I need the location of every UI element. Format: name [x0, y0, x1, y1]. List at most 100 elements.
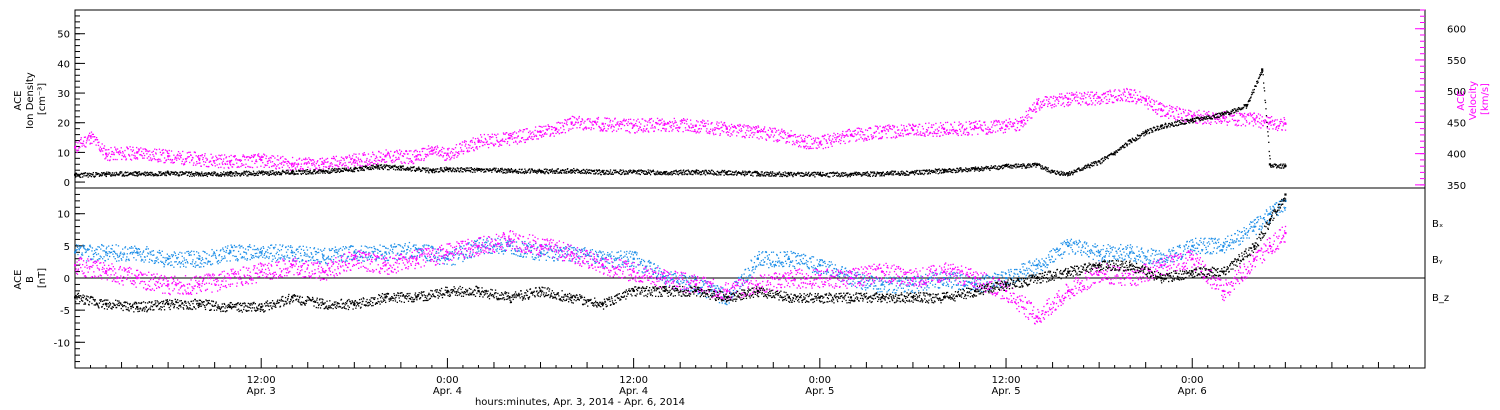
velocity-point	[1165, 115, 1167, 117]
velocity-point	[702, 125, 705, 128]
density-point	[1110, 153, 1112, 155]
density-point	[959, 169, 961, 172]
velocity-point	[838, 139, 841, 141]
density-point	[954, 171, 957, 174]
density-point	[611, 173, 613, 175]
density-point	[159, 174, 162, 177]
velocity-point	[669, 121, 672, 124]
density-point	[1126, 145, 1128, 147]
velocity-point	[625, 119, 628, 121]
velocity-point	[305, 163, 308, 165]
velocity-point	[539, 134, 541, 136]
density-point	[630, 169, 632, 172]
density-point	[574, 172, 576, 174]
density-point	[650, 170, 652, 172]
density-point	[996, 166, 999, 168]
velocity-point	[1064, 95, 1066, 97]
velocity-point	[1256, 116, 1258, 118]
density-point	[470, 171, 472, 173]
density-point	[966, 170, 969, 173]
velocity-point	[1081, 95, 1083, 97]
velocity-point	[603, 125, 605, 128]
velocity-point	[233, 156, 236, 158]
velocity-point	[311, 159, 314, 161]
density-point	[250, 172, 252, 174]
velocity-point	[922, 132, 924, 134]
velocity-point	[719, 134, 721, 137]
velocity-point	[1262, 124, 1264, 127]
velocity-point	[555, 127, 558, 130]
density-point	[561, 169, 564, 171]
density-point	[235, 171, 237, 173]
density-point	[350, 170, 352, 172]
density-point	[312, 170, 315, 172]
velocity-point	[1267, 122, 1269, 124]
velocity-point	[122, 152, 124, 154]
velocity-point	[735, 127, 737, 130]
velocity-point	[399, 152, 402, 154]
velocity-point	[729, 129, 731, 131]
velocity-point	[560, 127, 562, 129]
velocity-point	[1001, 121, 1003, 123]
velocity-point	[262, 156, 264, 158]
velocity-point	[736, 131, 738, 133]
velocity-point	[609, 121, 611, 123]
velocity-point	[780, 135, 782, 138]
velocity-point	[594, 121, 597, 124]
density-point	[894, 170, 897, 172]
velocity-point	[835, 138, 837, 141]
velocity-point	[1026, 119, 1029, 122]
density-point	[353, 170, 356, 173]
velocity-point	[1202, 114, 1204, 117]
velocity-point	[329, 165, 331, 167]
velocity-point	[1161, 115, 1163, 117]
velocity-point	[226, 163, 229, 165]
density-point	[309, 170, 311, 172]
density-point	[263, 171, 265, 173]
velocity-point	[307, 161, 310, 163]
density-point	[929, 170, 931, 172]
density-point	[742, 170, 744, 172]
velocity-point	[668, 130, 670, 133]
velocity-point	[661, 122, 663, 124]
velocity-point	[1067, 101, 1070, 103]
velocity-point	[865, 139, 867, 141]
density-point	[235, 173, 237, 175]
velocity-point	[703, 120, 705, 122]
density-point	[928, 171, 930, 174]
velocity-point	[78, 147, 80, 149]
velocity-point	[998, 120, 1000, 122]
velocity-point	[1204, 113, 1207, 115]
velocity-point	[1109, 91, 1112, 93]
velocity-point	[114, 158, 116, 161]
density-point	[689, 172, 691, 174]
density-point	[1012, 164, 1014, 167]
density-point	[755, 170, 757, 173]
velocity-point	[644, 119, 646, 122]
velocity-point	[369, 162, 371, 164]
density-point	[432, 169, 435, 172]
density-point	[150, 174, 152, 177]
velocity-point	[725, 125, 727, 128]
velocity-point	[387, 152, 390, 154]
density-point	[626, 173, 628, 175]
velocity-point	[463, 141, 466, 143]
velocity-point	[133, 154, 135, 157]
density-point	[180, 171, 182, 173]
density-point	[655, 173, 657, 175]
density-point	[858, 173, 860, 176]
velocity-point	[590, 129, 592, 131]
density-point	[695, 173, 697, 175]
density-point	[434, 170, 436, 172]
velocity-point	[712, 132, 715, 134]
density-point	[662, 171, 665, 173]
velocity-point	[1217, 115, 1219, 117]
density-point	[498, 170, 500, 172]
velocity-point	[1154, 109, 1156, 111]
density-point	[383, 164, 385, 166]
density-point	[828, 176, 830, 178]
velocity-point	[188, 151, 190, 154]
velocity-point	[176, 159, 178, 161]
velocity-point	[767, 134, 769, 136]
velocity-point	[1028, 107, 1031, 109]
